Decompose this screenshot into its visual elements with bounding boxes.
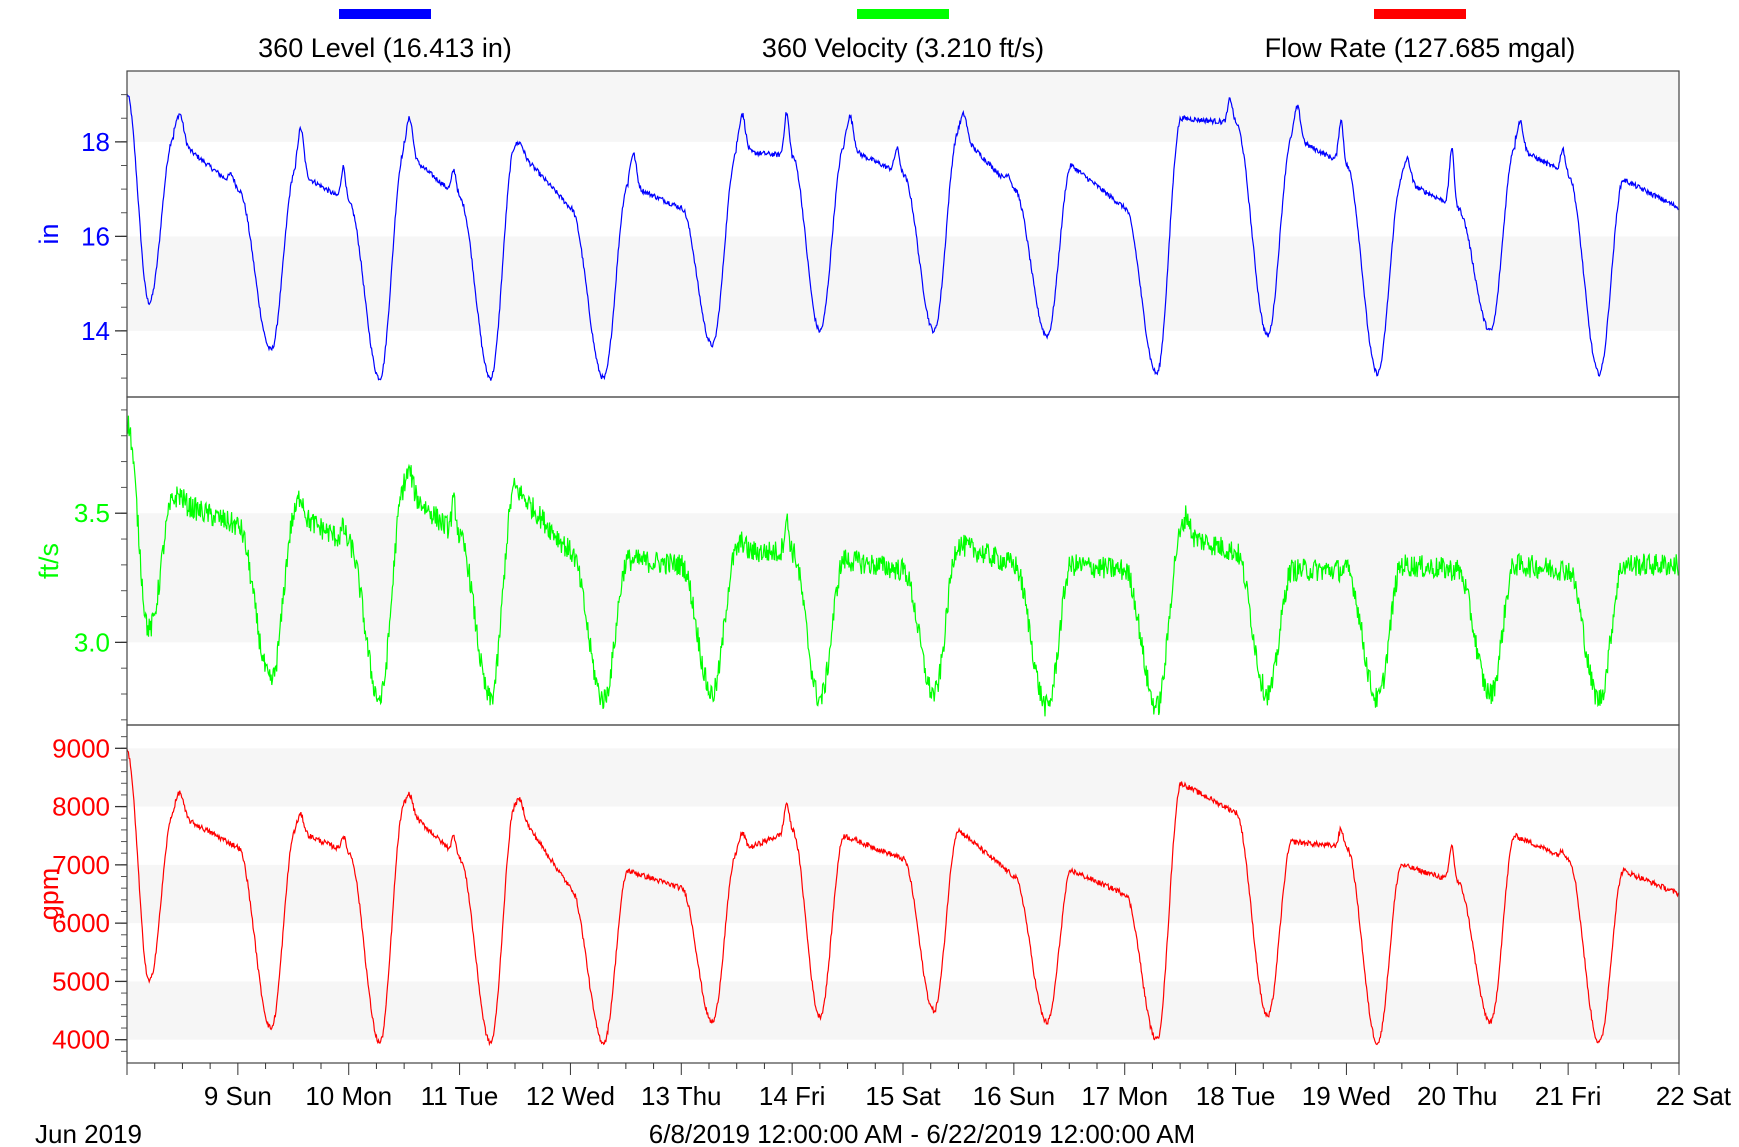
x-tick-label: 9 Sun — [204, 1081, 272, 1111]
panel-flow: 4000 5000 6000 7000 8000 9000 gpm — [34, 724, 1680, 1064]
legend-label-3: Flow Rate (127.685 mgal) — [1265, 33, 1576, 63]
footer-month-label: Jun 2019 — [35, 1119, 142, 1147]
footer: Jun 2019 6/8/2019 12:00:00 AM - 6/22/201… — [35, 1119, 1195, 1147]
panel-level-tick-label: 18 — [81, 127, 110, 157]
x-tick-label: 10 Mon — [305, 1081, 392, 1111]
panel-velocity-tick-label: 3.0 — [74, 627, 110, 657]
series-line-velocity — [126, 415, 1679, 717]
panel-velocity-tick-label: 3.5 — [74, 498, 110, 528]
panel-level-ylabel: in — [34, 223, 64, 244]
panel-level-tick-label: 14 — [81, 316, 110, 346]
panel-velocity: 3.0 3.5 ft/s — [34, 396, 1680, 726]
series-line-flow — [126, 749, 1679, 1047]
legend-swatch-2 — [857, 9, 949, 19]
series-line-level — [126, 93, 1679, 381]
panel-flow-tick-label: 6000 — [52, 908, 110, 938]
x-tick-label: 16 Sun — [973, 1081, 1055, 1111]
x-tick-label: 22 Sat — [1656, 1081, 1732, 1111]
x-tick-label: 21 Fri — [1535, 1081, 1601, 1111]
x-tick-label: 17 Mon — [1081, 1081, 1168, 1111]
x-tick-label: 15 Sat — [865, 1081, 941, 1111]
panel-velocity-band-1 — [127, 513, 1679, 643]
panel-level-band-2 — [127, 71, 1679, 142]
legend-swatch-3 — [1374, 9, 1466, 19]
x-tick-label: 19 Wed — [1302, 1081, 1391, 1111]
x-tick-label: 20 Thu — [1417, 1081, 1497, 1111]
x-tick-label: 12 Wed — [526, 1081, 615, 1111]
panel-flow-tick-label: 8000 — [52, 792, 110, 822]
chart-panels: 14 16 18 in 3.0 3.5 ft/s 4000 5000 6000 7000 8000 90… — [34, 70, 1680, 1064]
panel-flow-band-3 — [127, 748, 1679, 807]
panel-level-band-1 — [127, 236, 1679, 331]
panel-level: 14 16 18 in — [34, 70, 1680, 398]
x-tick-label: 13 Thu — [641, 1081, 721, 1111]
panel-flow-tick-label: 9000 — [52, 733, 110, 763]
panel-velocity-ylabel: ft/s — [34, 543, 64, 579]
legend: 360 Level (16.413 in) 360 Velocity (3.210… — [258, 9, 1575, 63]
x-tick-label: 14 Fri — [759, 1081, 825, 1111]
footer-date-range-label: 6/8/2019 12:00:00 AM - 6/22/2019 12:00:0… — [649, 1119, 1195, 1147]
panel-flow-band-2 — [127, 864, 1679, 924]
x-tick-label: 11 Tue — [421, 1081, 499, 1111]
panel-flow-tick-label: 4000 — [52, 1025, 110, 1055]
panel-flow-tick-label: 5000 — [52, 966, 110, 996]
legend-label-2: 360 Velocity (3.210 ft/s) — [762, 33, 1044, 63]
legend-label-1: 360 Level (16.413 in) — [258, 33, 512, 63]
panel-flow-ylabel: gpm — [34, 868, 64, 921]
panel-flow-band-1 — [127, 981, 1679, 1040]
x-tick-label: 18 Tue — [1196, 1081, 1276, 1111]
legend-swatch-1 — [339, 9, 431, 19]
panel-flow-tick-label: 7000 — [52, 850, 110, 880]
x-axis: 9 Sun 10 Mon 11 Tue 12 Wed 13 Thu 14 Fri 15 Sa… — [126, 1063, 1732, 1111]
panel-level-tick-label: 16 — [81, 221, 110, 251]
